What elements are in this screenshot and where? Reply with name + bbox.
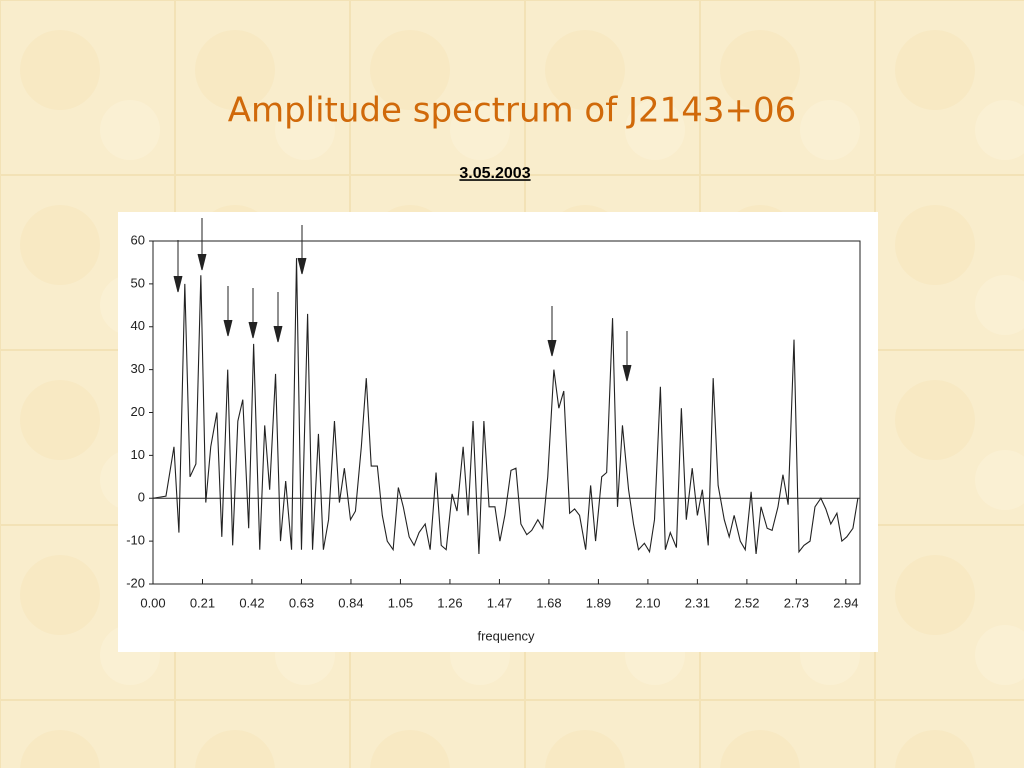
x-tick-label: 2.52 xyxy=(734,595,759,610)
x-tick-label: 1.68 xyxy=(536,595,561,610)
y-tick-label: -20 xyxy=(126,575,145,590)
x-tick-label: 1.89 xyxy=(586,595,611,610)
x-tick-label: 2.94 xyxy=(833,595,858,610)
y-tick-label: 30 xyxy=(131,361,145,376)
y-tick-label: 0 xyxy=(138,490,145,505)
spectrum-line xyxy=(152,258,859,555)
x-tick-label: 2.73 xyxy=(784,595,809,610)
y-tick-label: -10 xyxy=(126,533,145,548)
x-tick-label: 1.05 xyxy=(388,595,413,610)
x-tick-label: 0.84 xyxy=(338,595,363,610)
y-tick-label: 50 xyxy=(131,275,145,290)
x-tick-label: 1.26 xyxy=(437,595,462,610)
x-tick-label: 0.00 xyxy=(140,595,165,610)
x-tick-label: 0.63 xyxy=(289,595,314,610)
chart-panel xyxy=(118,212,878,652)
y-tick-label: 40 xyxy=(131,318,145,333)
x-tick-label: 1.47 xyxy=(487,595,512,610)
y-tick-label: 20 xyxy=(131,404,145,419)
y-tick-label: 60 xyxy=(131,232,145,247)
x-tick-label: 2.10 xyxy=(635,595,660,610)
arrows xyxy=(173,218,632,382)
x-axis-label: frequency xyxy=(477,628,535,643)
x-tick-label: 0.21 xyxy=(190,595,215,610)
slide-title: Amplitude spectrum of J2143+06 xyxy=(228,91,797,131)
y-tick-label: 10 xyxy=(131,447,145,462)
x-tick-label: 0.42 xyxy=(239,595,264,610)
subtitle: 3.05.2003 xyxy=(459,165,530,182)
x-tick-label: 2.31 xyxy=(685,595,710,610)
